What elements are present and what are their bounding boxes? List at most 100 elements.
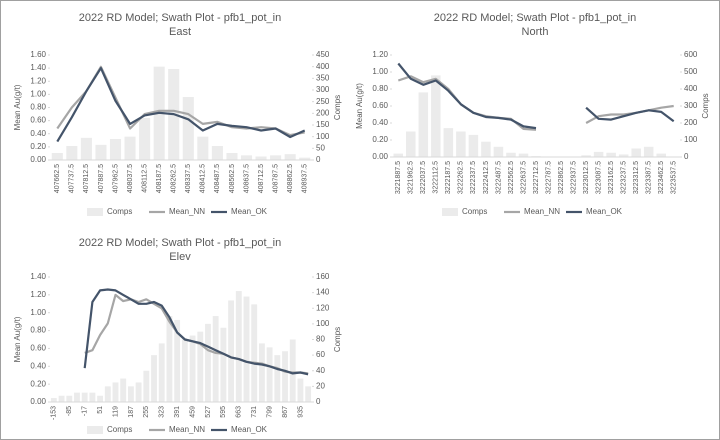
y-tick-label: 0.80: [30, 103, 46, 112]
y-tick-label: 1.00: [372, 67, 388, 76]
x-tick-label: 3222337.5: [470, 161, 477, 194]
line: [56, 67, 306, 143]
x-tick-label: 3222562.5: [508, 161, 515, 194]
y-tick-label: 0.20: [30, 379, 46, 388]
y2-tick-label: 300: [316, 85, 330, 94]
y2-tick-label: 20: [316, 381, 325, 390]
x-tick-label: 407737.5: [69, 164, 76, 193]
y-axis-label: Mean Au(g/t): [13, 316, 22, 362]
bar: [127, 386, 134, 402]
bar: [120, 378, 127, 402]
legend-label: Comps: [107, 207, 132, 216]
x-tick-label: 3222712.5: [533, 161, 540, 194]
x-tick-label: 408037.5: [127, 164, 134, 193]
bar: [181, 339, 188, 402]
y-tick-label: 0.40: [372, 118, 388, 127]
x-tick-label: 408637.5: [243, 164, 250, 193]
chart-title: 2022 RD Model; Swath Plot - pfb1_pot_in: [79, 12, 281, 24]
y-tick-label: 0.00: [372, 152, 388, 161]
x-tick-label: 3222262.5: [458, 161, 465, 194]
x-tick-label: 408787.5: [272, 164, 279, 193]
x-tick-label: 408862.5: [287, 164, 294, 193]
bar: [66, 395, 73, 402]
legend-label: Mean_NN: [169, 425, 205, 434]
legend-label: Mean_NN: [169, 207, 205, 216]
y2-tick-label: 140: [316, 288, 330, 297]
y2-tick-label: 200: [316, 108, 330, 117]
bar: [606, 152, 616, 157]
bar: [406, 131, 416, 157]
bar: [593, 151, 604, 157]
bar: [135, 382, 142, 402]
chart-subtitle: East: [169, 26, 191, 38]
bar: [581, 155, 591, 157]
y-tick-label: 1.60: [30, 50, 46, 59]
bar: [468, 134, 479, 157]
x-tick-label: 459: [189, 406, 196, 418]
x-tick-label: 51: [97, 406, 104, 414]
x-tick-label: 408337.5: [185, 164, 192, 193]
x-tick-label: 799: [266, 406, 273, 418]
y2-tick-label: 250: [316, 97, 330, 106]
chart-subtitle: North: [522, 26, 549, 38]
y-tick-label: 0.20: [30, 142, 46, 151]
bar: [104, 386, 111, 402]
y2-tick-label: 400: [316, 62, 330, 71]
bar: [97, 395, 104, 402]
legend-label: Comps: [107, 425, 132, 434]
x-tick-label: 935: [297, 406, 304, 418]
y2-tick-label: 100: [316, 319, 330, 328]
x-tick-label: 119: [112, 406, 119, 417]
y-tick-label: 0.40: [30, 129, 46, 138]
x-tick-label: 255: [143, 406, 150, 418]
bar: [282, 351, 288, 402]
bar: [174, 319, 181, 402]
bar: [89, 392, 96, 402]
x-tick-label: 3222862.5: [558, 161, 565, 194]
bar: [255, 156, 267, 160]
x-tick-label: 408487.5: [214, 164, 221, 193]
y-tick-label: 1.40: [30, 272, 46, 281]
bar: [51, 153, 63, 160]
x-tick-label: 527: [205, 406, 212, 418]
y2-tick-label: 450: [316, 50, 330, 59]
x-tick-label: 408937.5: [302, 164, 309, 193]
y2-tick-label: 150: [316, 120, 330, 129]
bar: [481, 141, 491, 157]
bar: [205, 323, 211, 402]
y-tick-label: 0.00: [30, 397, 46, 406]
chart-title: 2022 RD Model; Swath Plot - pfb1_pot_in: [79, 237, 281, 249]
y2-tick-label: 600: [684, 50, 698, 59]
y2-tick-label: 350: [316, 73, 330, 82]
x-tick-label: 3222412.5: [483, 161, 490, 194]
y2-tick-label: 160: [316, 272, 330, 281]
legend-label: Mean_NN: [524, 207, 560, 216]
bar: [81, 392, 88, 402]
bar: [228, 300, 235, 402]
x-tick-label: 3221887.5: [395, 161, 402, 194]
y-tick-label: 0.20: [372, 135, 388, 144]
y2-tick-label: 300: [684, 101, 698, 110]
bar: [506, 152, 516, 157]
y-tick-label: 0.80: [372, 84, 388, 93]
chart-title: 2022 RD Model; Swath Plot - pfb1_pot_in: [434, 12, 636, 24]
bar: [305, 386, 312, 402]
y-tick-label: 1.00: [30, 308, 46, 317]
x-tick-label: 323: [159, 406, 166, 418]
y2-axis-label: Comps: [333, 95, 342, 120]
bar: [618, 154, 629, 157]
x-tick-label: 407962.5: [112, 164, 119, 193]
bar: [143, 370, 150, 402]
y2-tick-label: 0: [684, 152, 689, 161]
bar: [66, 146, 78, 160]
bar: [431, 75, 441, 157]
bar: [124, 136, 136, 160]
y-tick-label: 1.00: [30, 89, 46, 98]
x-tick-label: 3223462.5: [658, 161, 665, 194]
x-tick-label: 3223087.5: [595, 161, 602, 194]
y2-tick-label: 50: [316, 143, 325, 152]
bar: [158, 343, 165, 402]
bar: [197, 136, 209, 160]
